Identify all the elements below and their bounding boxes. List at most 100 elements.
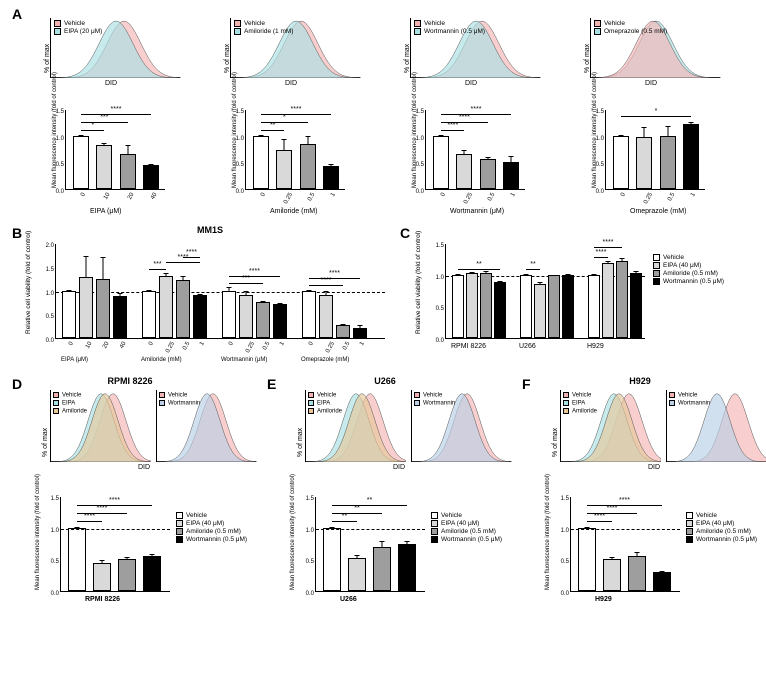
bar: [159, 276, 173, 338]
axis-label: *: [274, 114, 294, 121]
axis-label: 0.5: [436, 306, 446, 312]
axis-label: *: [83, 122, 103, 129]
bar: [630, 273, 642, 338]
axis-label: 10: [85, 341, 94, 350]
bar: [602, 263, 614, 338]
axis-label: 1.5: [436, 243, 446, 249]
axis-label: ****: [105, 497, 125, 504]
bar: [494, 282, 506, 338]
axis-label: ****: [590, 513, 610, 520]
axis-label: Wortmannin (μM): [221, 357, 267, 363]
bar: [562, 275, 574, 338]
axis-label: 0: [260, 192, 267, 198]
bar: [433, 136, 449, 189]
axis-label: ***: [148, 261, 168, 268]
axis-label: 0: [228, 341, 235, 347]
panel-title: H929: [580, 376, 700, 386]
axis-label: DID: [285, 80, 297, 87]
axis-label: 0.5: [182, 341, 191, 351]
bar: [466, 273, 478, 338]
bar: [142, 291, 156, 339]
axis-label: ****: [92, 505, 112, 512]
axis-label: ****: [106, 106, 126, 113]
axis-label: 1: [199, 341, 206, 347]
axis-label: 1.5: [561, 496, 571, 502]
axis-label: 0.5: [487, 192, 496, 202]
axis-label: 0.0: [56, 189, 66, 195]
axis-label: 0.25: [283, 192, 294, 205]
axis-label: **: [335, 513, 355, 520]
axis-label: DID: [465, 80, 477, 87]
bar: [336, 325, 350, 338]
bar: [300, 144, 316, 189]
axis-label: 0: [308, 341, 315, 347]
panel-label: F: [522, 376, 531, 392]
axis-label: EIPA (μM): [90, 208, 122, 215]
legend: VehicleWortmannin (0.5 μM): [414, 20, 485, 36]
axis-label: 1.0: [436, 275, 446, 281]
axis-label: Mean fluorescence intensity (fold of con…: [592, 72, 598, 188]
axis-label: 1: [510, 192, 517, 198]
axis-label: 0.5: [306, 559, 316, 565]
legend: VehicleEIPAAmiloride: [308, 392, 342, 415]
axis-label: Omeprazole (mM): [301, 357, 349, 363]
bar: [616, 261, 628, 338]
axis-label: % of max: [404, 44, 411, 73]
bar: [222, 291, 236, 339]
bar: [118, 559, 136, 591]
bar: [480, 273, 492, 338]
bar: [480, 159, 496, 189]
bar: [348, 558, 366, 591]
bar: [636, 137, 652, 189]
bar: [62, 291, 76, 339]
bar-chart: 0.00.51.01.52.0*************************…: [55, 244, 385, 339]
bar-chart: 0.00.51.01.5************: [570, 497, 680, 592]
bar: [323, 166, 339, 189]
legend: VehicleOmeprazole (0.5 mM): [594, 20, 667, 36]
legend: VehicleWortmannin: [669, 392, 710, 408]
axis-label: ****: [598, 239, 618, 246]
axis-label: U266: [519, 343, 536, 350]
bar: [302, 291, 316, 339]
bar: [398, 544, 416, 592]
bar: [534, 284, 546, 338]
axis-label: **: [263, 122, 283, 129]
bar: [683, 124, 699, 189]
axis-label: DID: [648, 464, 660, 471]
bar: [323, 528, 341, 591]
axis-label: ****: [615, 497, 635, 504]
bar: [96, 145, 112, 189]
axis-label: 0.0: [561, 591, 571, 597]
bar: [93, 563, 111, 592]
axis-label: Mean fluorescence intensity (fold of con…: [35, 474, 41, 590]
legend: VehicleEIPA (40 μM)Amiloride (0.5 mM)Wor…: [176, 512, 247, 544]
axis-label: Amiloride (mM): [270, 208, 317, 215]
axis-label: ****: [325, 270, 345, 277]
bar-chart: 0.00.51.01.5************: [425, 110, 525, 190]
axis-label: 0.5: [46, 314, 56, 320]
bar-chart: 0.00.51.01.5************: [445, 244, 645, 339]
axis-label: 0: [68, 341, 75, 347]
bar-chart: 0.00.51.01.5*: [605, 110, 705, 190]
axis-label: RPMI 8226: [85, 596, 120, 603]
axis-label: 0.25: [165, 341, 176, 354]
bar: [373, 547, 391, 591]
bar: [113, 296, 127, 338]
bar: [353, 328, 367, 338]
axis-label: Relative cell viability (fold of control…: [25, 231, 32, 334]
axis-label: 0.25: [245, 341, 256, 354]
bar: [96, 279, 110, 338]
legend: VehicleEIPA (40 μM)Amiloride (0.5 mM)Wor…: [653, 254, 724, 286]
panel-title: RPMI 8226: [70, 376, 190, 386]
axis-label: 0.5: [307, 192, 316, 202]
axis-label: **: [360, 497, 380, 504]
axis-label: ****: [182, 249, 202, 256]
bar-chart: 0.00.51.01.5********: [65, 110, 165, 190]
axis-label: 1: [690, 192, 697, 198]
axis-label: Mean fluorescence intensity (fold of con…: [52, 72, 58, 188]
axis-label: 1.0: [561, 528, 571, 534]
axis-label: 0: [620, 192, 627, 198]
bar: [503, 162, 519, 189]
axis-label: 40: [119, 341, 128, 350]
axis-label: 10: [103, 192, 112, 201]
